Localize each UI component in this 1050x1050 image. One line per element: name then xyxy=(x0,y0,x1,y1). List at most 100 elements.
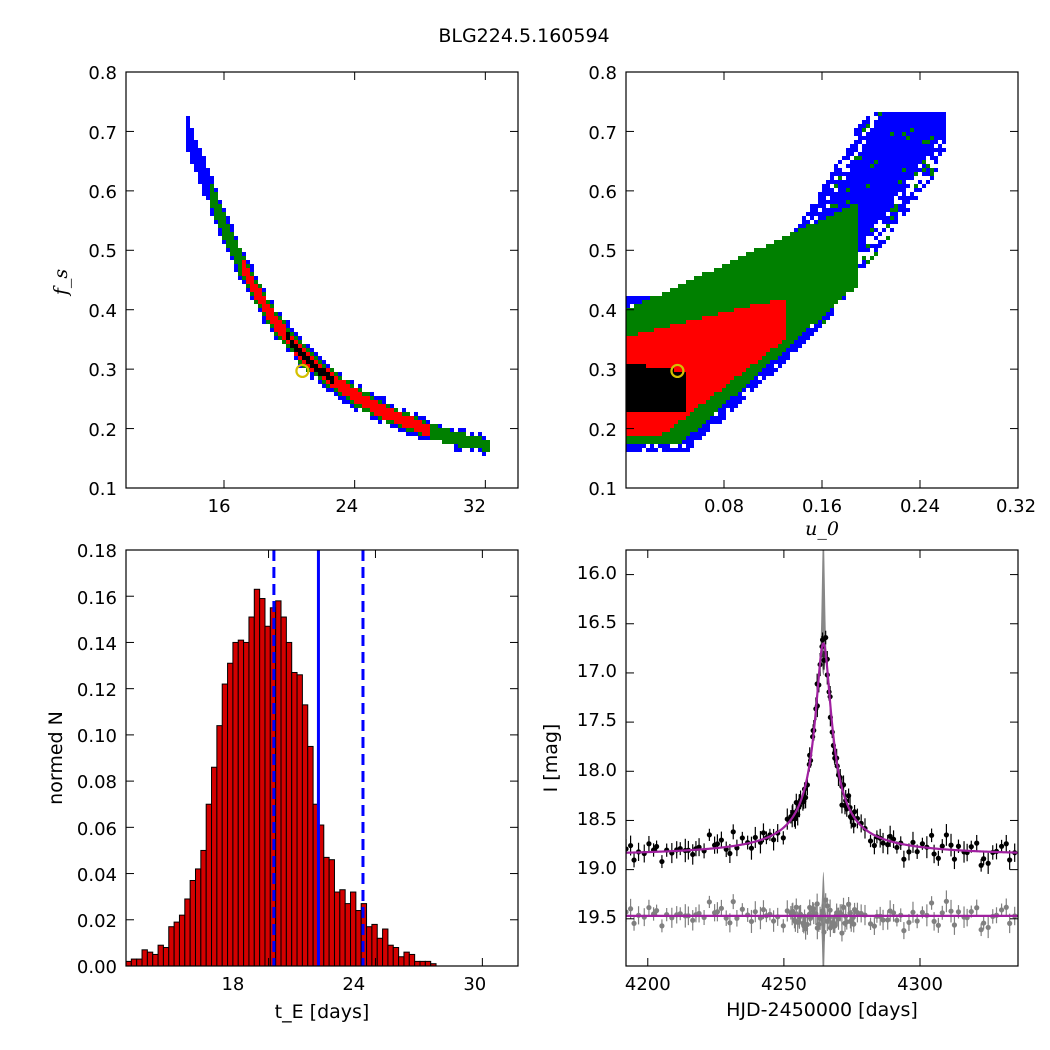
density-cell xyxy=(782,324,786,328)
density-cell xyxy=(638,368,642,372)
density-cell xyxy=(858,236,862,240)
density-cell xyxy=(770,312,774,316)
density-cell xyxy=(790,248,794,252)
density-cell xyxy=(686,444,690,448)
density-cell xyxy=(898,204,902,208)
density-cell xyxy=(798,332,802,336)
density-cell xyxy=(742,268,746,272)
density-cell xyxy=(790,304,794,308)
density-cell xyxy=(702,304,706,308)
density-cell xyxy=(634,304,638,308)
density-cell xyxy=(870,148,874,152)
density-cell xyxy=(870,192,874,196)
density-cell xyxy=(222,216,226,220)
density-cell xyxy=(762,276,766,280)
density-cell xyxy=(890,112,894,116)
density-cell xyxy=(722,336,726,340)
density-cell xyxy=(690,336,694,340)
density-cell xyxy=(842,188,846,192)
density-cell xyxy=(786,244,790,248)
density-cell xyxy=(878,144,882,148)
density-cell xyxy=(742,396,746,400)
density-cell xyxy=(686,328,690,332)
density-cell xyxy=(654,424,658,428)
density-cell xyxy=(862,256,866,260)
density-cell xyxy=(694,292,698,296)
density-cell xyxy=(322,372,326,376)
density-cell xyxy=(742,328,746,332)
density-cell xyxy=(842,260,846,264)
density-cell xyxy=(682,324,686,328)
density-cell xyxy=(786,268,790,272)
density-cell xyxy=(930,136,934,140)
density-cell xyxy=(638,380,642,384)
density-cell xyxy=(742,300,746,304)
density-cell xyxy=(434,424,438,428)
density-cell xyxy=(686,280,690,284)
density-cell xyxy=(726,264,730,268)
density-cell xyxy=(214,212,218,216)
density-cell xyxy=(722,296,726,300)
density-cell xyxy=(790,308,794,312)
density-cell xyxy=(698,300,702,304)
density-cell xyxy=(626,324,630,328)
density-cell xyxy=(754,296,758,300)
density-cell xyxy=(822,284,826,288)
density-cell xyxy=(810,308,814,312)
density-cell xyxy=(866,212,870,216)
density-cell xyxy=(866,192,870,196)
density-cell xyxy=(690,392,694,396)
density-cell xyxy=(722,272,726,276)
density-cell xyxy=(414,432,418,436)
density-cell xyxy=(662,388,666,392)
density-cell xyxy=(710,408,714,412)
density-cell xyxy=(234,252,238,256)
density-cell xyxy=(714,380,718,384)
density-cell xyxy=(714,316,718,320)
density-cell xyxy=(690,380,694,384)
histogram-bar xyxy=(296,674,303,967)
density-cell xyxy=(850,244,854,248)
density-cell xyxy=(878,184,882,188)
density-cell xyxy=(754,320,758,324)
density-cell xyxy=(682,332,686,336)
histogram-bar xyxy=(333,891,341,967)
density-cell xyxy=(742,264,746,268)
density-cell xyxy=(642,344,646,348)
density-cell xyxy=(242,272,246,276)
density-cell xyxy=(358,384,362,388)
density-cell xyxy=(750,352,754,356)
residual-point xyxy=(824,903,830,909)
density-cell xyxy=(678,320,682,324)
density-cell xyxy=(906,160,910,164)
density-cell xyxy=(842,192,846,196)
density-cell xyxy=(902,168,906,172)
density-cell xyxy=(810,256,814,260)
density-cell xyxy=(350,400,354,404)
density-cell xyxy=(786,308,790,312)
histogram-bar xyxy=(227,662,234,967)
density-cell xyxy=(682,396,686,400)
density-cell xyxy=(846,236,850,240)
density-cell xyxy=(798,320,802,324)
density-cell xyxy=(190,140,194,144)
density-cell xyxy=(650,348,654,352)
density-cell xyxy=(374,400,378,404)
density-cell xyxy=(306,348,310,352)
density-cell xyxy=(238,260,242,264)
density-cell xyxy=(818,316,822,320)
density-cell xyxy=(634,420,638,424)
density-cell xyxy=(818,248,822,252)
density-cell xyxy=(906,144,910,148)
density-cell xyxy=(706,312,710,316)
data-point xyxy=(823,634,829,641)
density-cell xyxy=(238,248,242,252)
density-cell xyxy=(846,228,850,232)
density-cell xyxy=(726,384,730,388)
density-cell xyxy=(862,176,866,180)
density-cell xyxy=(658,376,662,380)
density-cell xyxy=(778,248,782,252)
density-cell xyxy=(894,212,898,216)
density-cell xyxy=(842,232,846,236)
density-cell xyxy=(742,376,746,380)
